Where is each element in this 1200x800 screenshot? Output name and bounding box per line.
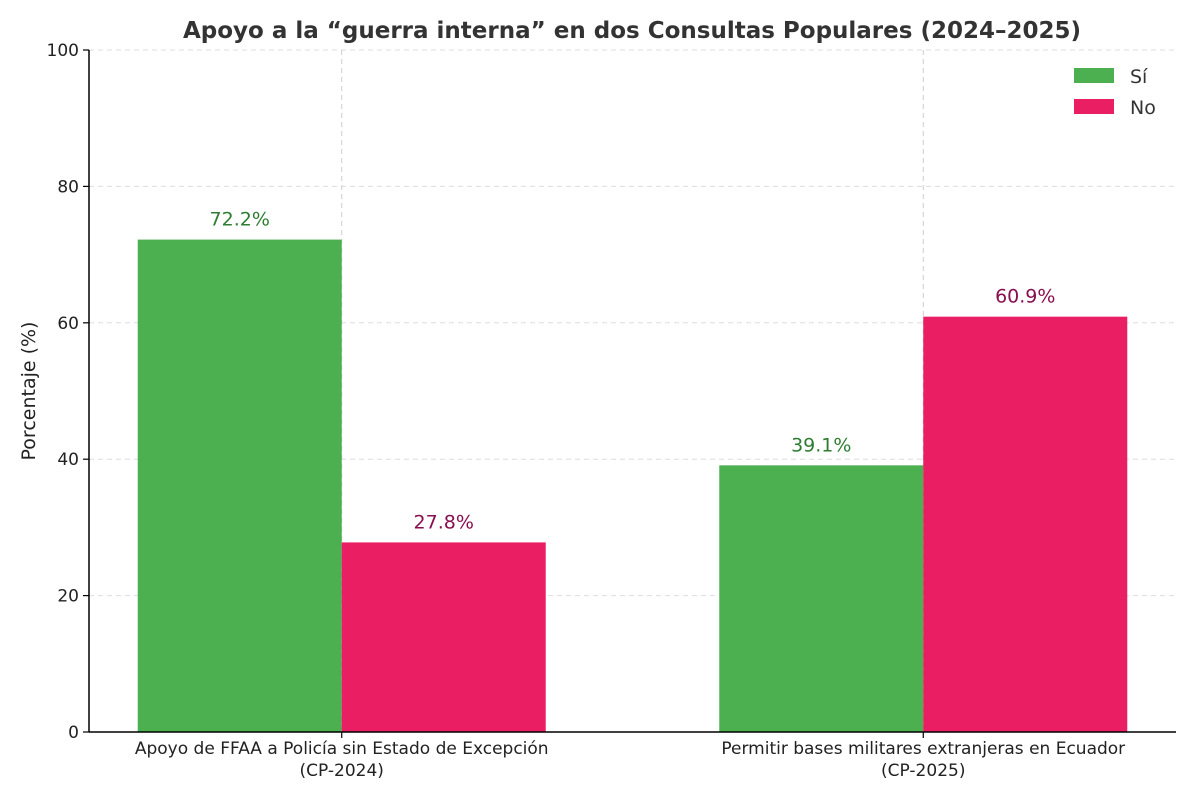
y-axis-label: Porcentaje (%): [18, 322, 40, 461]
x-tick-label: (CP-2024): [300, 761, 384, 781]
data-label: 60.9%: [995, 286, 1055, 308]
legend: Sí No: [1074, 66, 1156, 119]
x-tick-label: Apoyo de FFAA a Policía sin Estado de Ex…: [135, 739, 549, 759]
axes: 0 20 40 60 80 100 Apoyo de FFAA a Policía sin …: [47, 41, 1176, 781]
bars: 72.2% 39.1% 27.8% 60.9%: [137, 209, 1128, 732]
chart-title: Apoyo a la “guerra interna” en dos Consu…: [183, 18, 1081, 44]
bar-no-2: [923, 316, 1128, 732]
bar-no-1: [341, 542, 546, 732]
bar-si-1: [137, 239, 342, 732]
legend-label-si: Sí: [1130, 66, 1148, 88]
bar-si-2: [719, 465, 924, 732]
data-label: 27.8%: [414, 511, 474, 533]
y-tick-label: 100: [47, 41, 79, 61]
data-label: 39.1%: [791, 434, 851, 456]
legend-swatch-si: [1074, 68, 1114, 83]
legend-swatch-no: [1074, 99, 1114, 114]
data-label: 72.2%: [210, 209, 270, 231]
y-tick-label: 0: [68, 723, 79, 743]
x-tick-label: Permitir bases militares extranjeras en …: [721, 739, 1125, 759]
y-tick-label: 80: [57, 177, 79, 197]
x-tick-label: (CP-2025): [881, 761, 965, 781]
legend-label-no: No: [1130, 97, 1156, 119]
y-tick-label: 40: [57, 450, 79, 470]
y-tick-label: 20: [57, 587, 79, 607]
y-tick-label: 60: [57, 314, 79, 334]
